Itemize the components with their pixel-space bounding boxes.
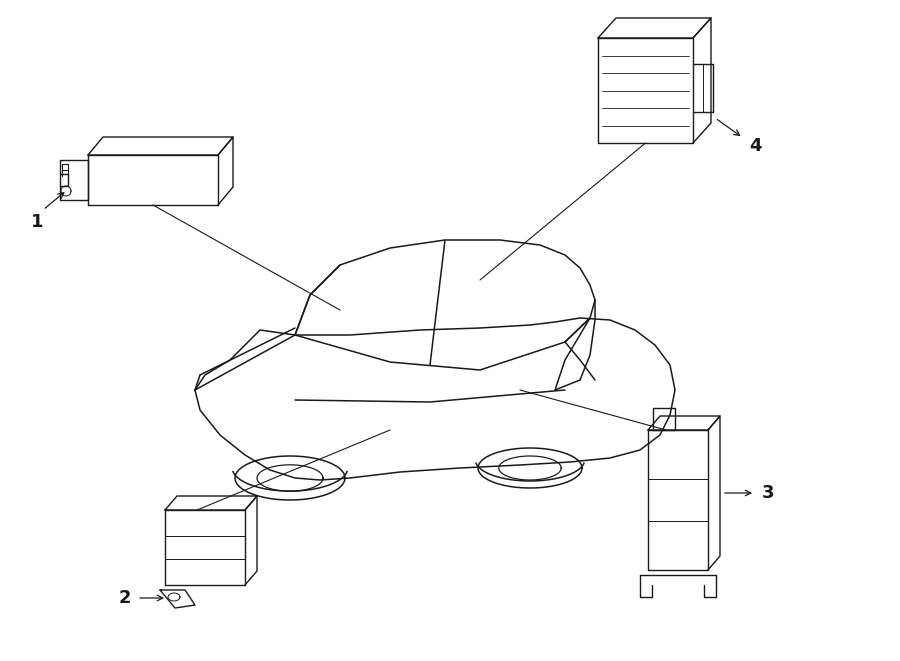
- Text: 2: 2: [119, 589, 131, 607]
- Text: 1: 1: [31, 213, 43, 231]
- Text: 4: 4: [749, 137, 761, 155]
- Text: 3: 3: [761, 484, 774, 502]
